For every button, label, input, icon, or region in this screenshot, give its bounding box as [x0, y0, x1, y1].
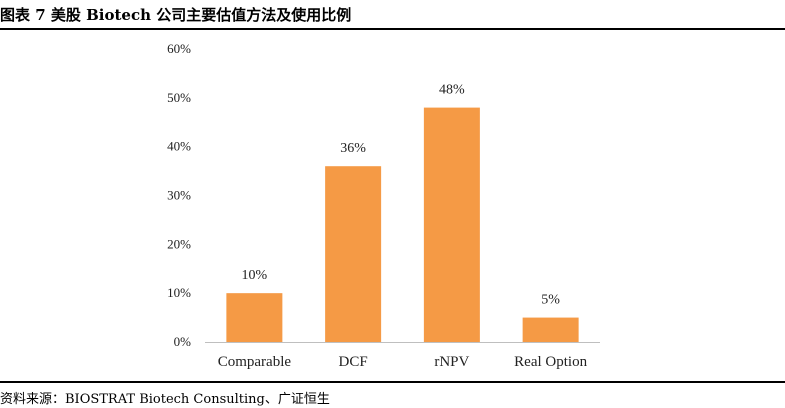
bar-chart: 0% 10% 20% 30% 40% 50% 60% Comparable DCF rNPV Re… [167, 41, 600, 370]
x-category-label: Real Option [514, 354, 587, 370]
y-tick-label: 20% [167, 236, 191, 251]
bars [226, 107, 579, 342]
data-labels: 10% 36% 48% 5% [242, 83, 561, 308]
y-tick-label: 50% [167, 90, 191, 105]
x-category-label: DCF [339, 354, 368, 370]
bar-value-label: 10% [242, 268, 268, 283]
figure-title: 图表 7 美股 Biotech 公司主要估值方法及使用比例 [0, 6, 352, 24]
bar [226, 293, 283, 342]
x-category-label: Comparable [218, 354, 292, 370]
y-tick-label: 10% [167, 285, 191, 300]
category-labels: Comparable DCF rNPV Real Option [218, 354, 588, 370]
bar-value-label: 36% [340, 141, 366, 156]
source-rule [0, 381, 785, 383]
y-tick-label: 40% [167, 139, 191, 154]
bar-value-label: 5% [541, 293, 560, 308]
y-tick-label: 30% [167, 188, 191, 203]
y-tick-label: 0% [174, 334, 192, 349]
y-tick-label: 60% [167, 41, 191, 56]
bar [423, 107, 480, 342]
bar [325, 166, 382, 342]
source-note: 资料来源：BIOSTRAT Biotech Consulting、广证恒生 [0, 392, 330, 407]
bar [522, 317, 579, 342]
bar-value-label: 48% [439, 83, 465, 98]
x-category-label: rNPV [434, 354, 469, 370]
title-rule [0, 28, 785, 30]
y-axis-ticks: 0% 10% 20% 30% 40% 50% 60% [167, 41, 191, 349]
